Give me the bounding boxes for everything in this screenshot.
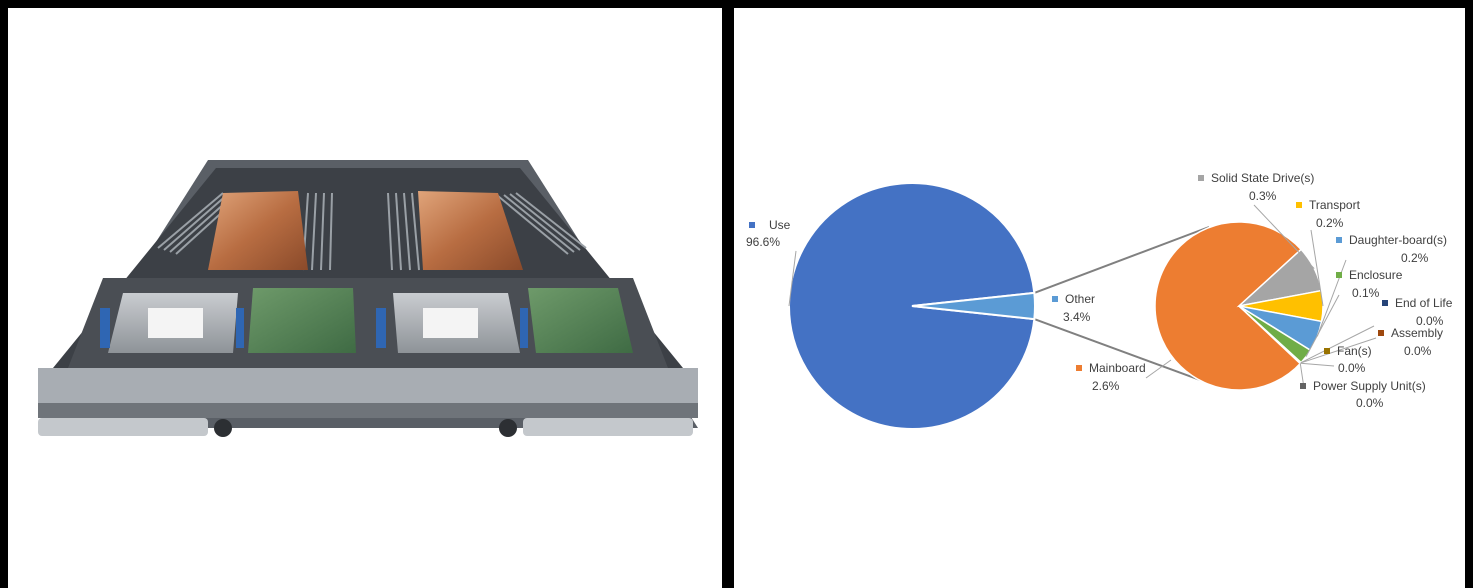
label-marker-assembly <box>1378 330 1384 336</box>
label-end-of-life-pct: 0.0% <box>1416 314 1444 328</box>
leader-transport <box>1310 229 1324 307</box>
server-blade-photo <box>38 160 698 437</box>
label-fan: Fan(s) 0.0% <box>1324 344 1372 375</box>
label-enclosure-name: Enclosure <box>1349 268 1403 282</box>
leader-assembly <box>1300 337 1377 364</box>
label-marker-solid-state-drive <box>1198 175 1204 181</box>
latch-3 <box>236 308 244 348</box>
memory-dimms <box>157 192 587 271</box>
label-use-pct: 96.6% <box>746 235 780 249</box>
label-fan-pct: 0.0% <box>1338 361 1366 375</box>
leader-fan <box>1300 362 1335 367</box>
label-marker-other <box>1052 296 1058 302</box>
label-marker-daughter-board <box>1336 237 1342 243</box>
drive-label-right <box>423 308 478 338</box>
drive-label-left <box>148 308 203 338</box>
label-daughter-board-pct: 0.2% <box>1401 251 1429 265</box>
knob-right <box>499 419 517 437</box>
label-enclosure: Enclosure 0.1% <box>1336 268 1403 300</box>
photo-panel <box>8 8 722 588</box>
leader-enclosure <box>1305 294 1340 357</box>
label-assembly: Assembly 0.0% <box>1378 326 1443 358</box>
label-transport: Transport 0.2% <box>1296 198 1361 230</box>
heatsink-left <box>208 191 308 270</box>
connector-line-bottom <box>1033 318 1212 385</box>
leader-mainboard <box>1145 359 1172 379</box>
label-other: Other 3.4% <box>1052 292 1095 324</box>
latch-4 <box>520 308 528 348</box>
label-daughter-board: Daughter-board(s) 0.2% <box>1336 233 1447 265</box>
label-mainboard-name: Mainboard <box>1089 361 1146 375</box>
label-assembly-name: Assembly <box>1391 326 1443 340</box>
label-marker-transport <box>1296 202 1302 208</box>
pie-of-pie-chart: Use 96.6% Other 3.4% Mainboard 2.6% Soli… <box>746 171 1453 430</box>
label-power-supply-unit-name: Power Supply Unit(s) <box>1313 379 1426 393</box>
slice-mainboard[interactable] <box>1154 221 1303 391</box>
label-marker-enclosure <box>1336 272 1342 278</box>
label-use-name: Use <box>769 218 791 232</box>
chart-panel: Use 96.6% Other 3.4% Mainboard 2.6% Soli… <box>734 8 1465 588</box>
latch-1 <box>100 308 110 348</box>
card-right <box>528 288 633 353</box>
label-solid-state-drive-name: Solid State Drive(s) <box>1211 171 1314 185</box>
label-marker-power-supply-unit <box>1300 383 1306 389</box>
front-panel-shadow <box>38 403 698 418</box>
connector-line-top <box>1033 226 1210 294</box>
heatsink-right <box>418 191 523 270</box>
label-enclosure-pct: 0.1% <box>1352 286 1380 300</box>
label-end-of-life: End of Life 0.0% <box>1382 296 1453 328</box>
label-mainboard: Mainboard 2.6% <box>1076 361 1146 393</box>
leader-solid-state-drive <box>1253 204 1315 269</box>
label-daughter-board-name: Daughter-board(s) <box>1349 233 1447 247</box>
knob-left <box>214 419 232 437</box>
leader-end-of-life <box>1300 325 1375 364</box>
label-other-pct: 3.4% <box>1063 310 1091 324</box>
label-power-supply-unit: Power Supply Unit(s) 0.0% <box>1300 379 1426 410</box>
latch-2 <box>376 308 386 348</box>
label-fan-name: Fan(s) <box>1337 344 1372 358</box>
label-solid-state-drive: Solid State Drive(s) 0.3% <box>1198 171 1314 203</box>
handle-right <box>523 418 693 436</box>
label-other-name: Other <box>1065 292 1095 306</box>
label-use: Use 96.6% <box>746 218 791 249</box>
label-end-of-life-name: End of Life <box>1395 296 1453 310</box>
label-transport-name: Transport <box>1309 198 1361 212</box>
slice-other[interactable] <box>911 291 1036 321</box>
label-transport-pct: 0.2% <box>1316 216 1344 230</box>
label-power-supply-unit-pct: 0.0% <box>1356 396 1384 410</box>
label-assembly-pct: 0.0% <box>1404 344 1432 358</box>
label-marker-mainboard <box>1076 365 1082 371</box>
secondary-pie <box>1154 221 1324 391</box>
label-marker-use <box>749 222 755 228</box>
handle-left <box>38 418 208 436</box>
label-solid-state-drive-pct: 0.3% <box>1249 189 1277 203</box>
label-marker-end-of-life <box>1382 300 1388 306</box>
label-mainboard-pct: 2.6% <box>1092 379 1120 393</box>
card-left <box>248 288 356 353</box>
label-marker-fan <box>1324 348 1330 354</box>
leader-use <box>788 250 797 307</box>
